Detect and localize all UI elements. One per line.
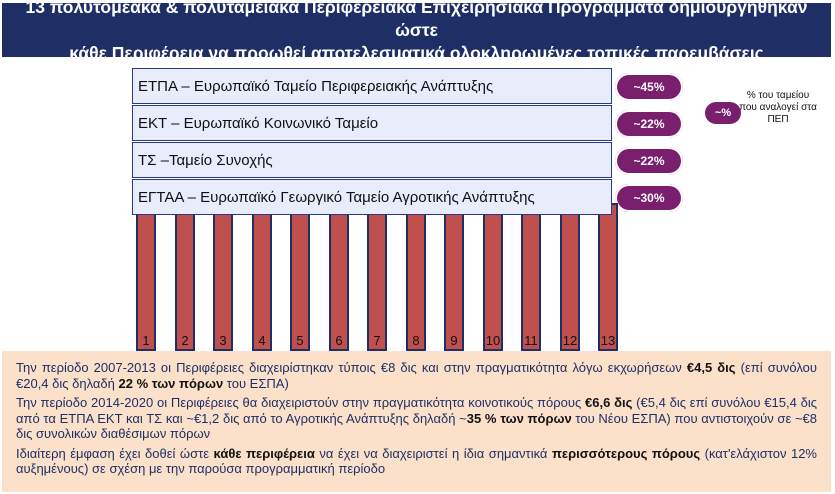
region-number: 8 [412,333,420,348]
title-bar: 13 πολυτομεακά & πολυταμειακά Περιφερεια… [2,0,831,63]
region-number: 3 [219,333,227,348]
region-bar-4: 4 [252,203,272,351]
fund-label: ΕΓΤΑΑ – Ευρωπαϊκό Γεωργικό Ταμείο Αγροτι… [138,188,535,206]
info-text: Την περίοδο 2014-2020 οι Περιφέρειες θα … [16,395,586,410]
info-highlight: 22 % των πόρων [118,375,224,391]
region-bar-2: 2 [175,203,195,351]
region-bar-8: 8 [406,203,426,351]
region-number: 9 [450,333,458,348]
info-highlight: €6,6 δις [585,395,633,410]
region-number: 10 [485,333,501,348]
info-paragraph-2: Την περίοδο 2014-2020 οι Περιφέρειες θα … [16,395,817,442]
info-text: να έχει να διαχειριστεί η ίδια σημαντικά [314,445,552,461]
region-bar-9: 9 [444,203,464,351]
info-paragraph-3: Ιδιαίτερη έμφαση έχει δοθεί ώστε κάθε πε… [16,446,817,477]
info-text: του ΕΣΠΑ) [223,375,289,391]
legend-text: % του ταμείου που αναλογεί στα ΠΕΠ [739,90,817,125]
fund-ekt: ΕΚΤ – Ευρωπαϊκό Κοινωνικό Ταμείο [132,105,612,141]
info-text: (€5,4 δις επί συνόλου €15,4 δις από τα Ε… [16,395,817,426]
title-line-1: 13 πολυτομεακά & πολυταμειακά Περιφερεια… [25,0,808,40]
fund-label: ΤΣ –Ταμείο Συνοχής [138,151,273,169]
region-number: 11 [524,333,538,348]
info-text: του Νέου ΕΣΠΑ) που αντιστοιχούν σε ~€8 δ… [16,410,817,442]
region-number: 7 [373,333,381,348]
info-box: Την περίοδο 2007-2013 οι Περιφέρειες δια… [2,351,831,492]
region-number: 1 [142,333,150,348]
fund-ts: ΤΣ –Ταμείο Συνοχής [132,142,612,178]
region-bar-3: 3 [213,203,233,351]
region-number: 6 [335,333,343,348]
region-bar-1: 1 [136,203,156,351]
region-bar-7: 7 [367,203,387,351]
info-highlight: 35 % των πόρων [466,410,572,426]
legend-badge: ~% [705,102,741,124]
info-text: Ιδιαίτερη έμφαση έχει δοθεί ώστε [16,445,214,461]
info-highlight: περισσότερους πόρους [551,445,701,461]
fund-label: ΕΚΤ – Ευρωπαϊκό Κοινωνικό Ταμείο [138,114,379,132]
fund-label: ΕΤΠΑ – Ευρωπαϊκό Ταμείο Περιφερειακής Αν… [138,77,494,95]
region-number: 13 [600,333,616,348]
fund-egtaa: ΕΓΤΑΑ – Ευρωπαϊκό Γεωργικό Ταμείο Αγροτι… [132,179,612,215]
info-text: Την περίοδο 2007-2013 οι Περιφέρειες δια… [16,360,687,375]
info-highlight: €4,5 δις [686,360,736,375]
info-highlight: κάθε περιφέρεια [213,445,315,461]
region-bar-10: 10 [483,203,503,351]
title-line-2: κάθε Περιφέρεια να προωθεί αποτελεσματικ… [69,42,764,63]
share-badge-ts: ~22% [615,147,683,175]
region-bar-13: 13 [598,203,618,351]
region-number: 5 [296,333,304,348]
region-number: 4 [258,333,266,348]
fund-etpa: ΕΤΠΑ – Ευρωπαϊκό Ταμείο Περιφερειακής Αν… [132,68,612,104]
region-number: 2 [181,333,189,348]
info-paragraph-1: Την περίοδο 2007-2013 οι Περιφέρειες δια… [16,360,817,391]
share-badge-egtaa: ~30% [615,184,683,212]
region-bar-6: 6 [329,203,349,351]
share-badge-etpa: ~45% [615,73,683,101]
region-bar-12: 12 [560,203,580,351]
share-badge-ekt: ~22% [615,110,683,138]
info-text: (κατ'ελάχιστον 12% αυξημένους) σε σχέση … [16,445,817,477]
info-text: (επί συνόλου €20,4 δις δηλαδή [16,360,818,391]
region-bar-5: 5 [290,203,310,351]
region-bar-11: 11 [521,203,541,351]
region-number: 12 [562,333,578,348]
